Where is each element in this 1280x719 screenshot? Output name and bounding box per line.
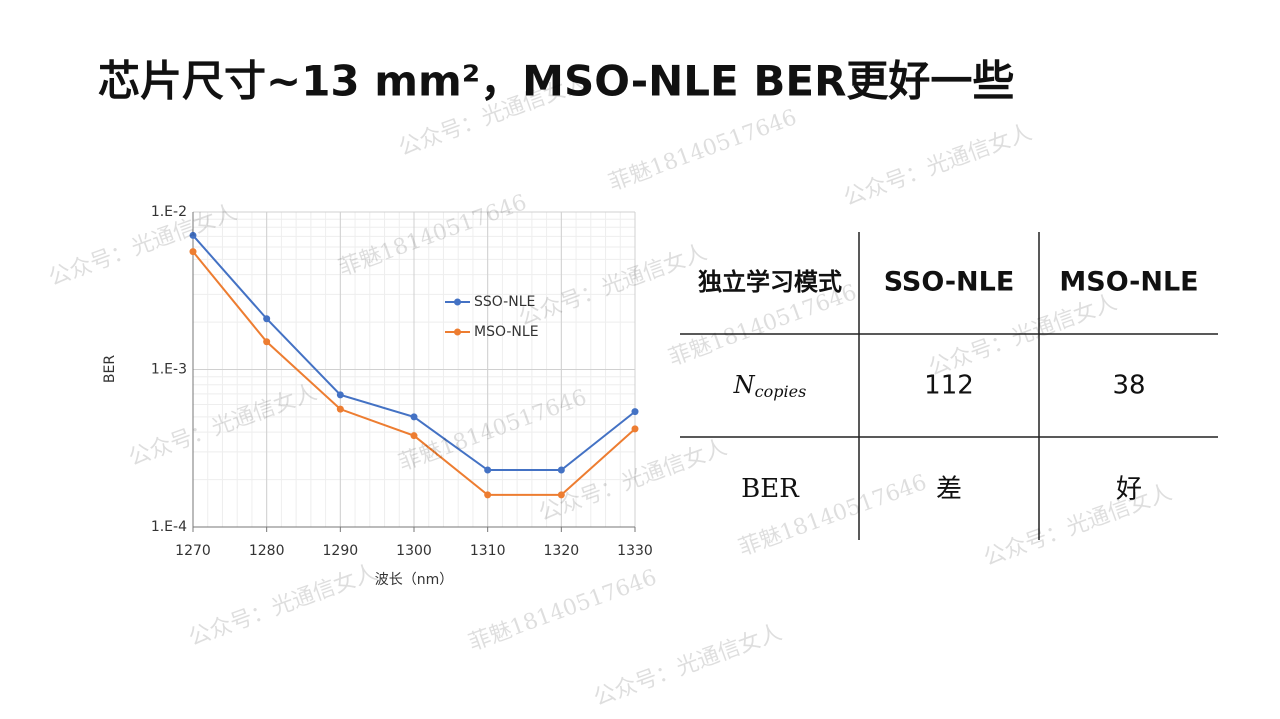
data-point [410,432,418,440]
slide-title: 芯片尺寸~13 mm²，MSO-NLE BER更好一些 [98,57,1014,106]
data-point [484,491,492,499]
table-cell: 112 [924,371,974,401]
x-tick-label: 1270 [175,543,211,559]
table-header: 独立学习模式 [698,268,842,296]
table-cell: Ncopies [733,371,807,401]
data-point [557,466,565,474]
x-tick-label: 1320 [544,543,580,559]
watermark: 公众号：光通信女人 [46,200,241,291]
data-point [263,315,271,323]
table-cell: 好 [1116,475,1142,505]
watermark: 公众号：光通信女人 [536,435,731,526]
data-point [557,491,565,499]
watermark: 公众号：光通信女人 [841,120,1036,211]
data-point [336,391,344,399]
data-point [410,413,418,421]
data-point [484,466,492,474]
x-tick-label: 1280 [249,543,285,559]
x-tick-label: 1330 [617,543,653,559]
y-tick-label: 1.E-2 [151,204,187,220]
table-cell: BER [741,474,800,504]
watermark: 公众号：光通信女人 [516,240,711,331]
chart: 1.E-4 1.E-3 1.E-2 1270 1280 1290 1300 1310 1320 1… [102,204,653,588]
data-point [631,408,639,416]
watermark: 公众号：光通信女人 [926,290,1121,381]
watermark: 菲魅18140517646 [336,190,531,281]
data-point [263,338,271,346]
legend-label: SSO-NLE [474,294,535,310]
x-tick-label: 1310 [470,543,506,559]
table-cell: 差 [936,475,962,505]
y-tick-label: 1.E-4 [151,519,187,535]
watermark: 菲魅18140517646 [606,105,801,196]
table-cell: 38 [1112,371,1145,401]
table-header: MSO-NLE [1059,267,1198,298]
watermark: 菲魅18140517646 [466,565,661,656]
data-point [189,248,197,256]
table: 独立学习模式 SSO-NLE MSO-NLE Ncopies 112 38 BER 差 好 [680,232,1218,540]
watermark: 公众号：光通信女人 [186,560,381,651]
legend-label: MSO-NLE [474,324,539,340]
y-tick-label: 1.E-3 [151,362,187,378]
watermark: 公众号：光通信女人 [981,480,1176,571]
cell-subscript: copies [755,382,807,401]
y-axis-title: BER [102,355,118,383]
data-point [189,231,197,239]
watermarks: 公众号：光通信女人 菲魅18140517646 公众号：光通信女人公众号：光通信女人… [46,70,1176,711]
data-point [631,425,639,433]
watermark: 公众号：光通信女人 [591,620,786,711]
x-tick-label: 1300 [396,543,432,559]
data-point [336,405,344,413]
table-header: SSO-NLE [884,267,1015,298]
legend-marker [454,298,461,306]
cell-base: N [733,371,756,399]
x-axis-title: 波长（nm） [375,572,454,588]
x-tick-label: 1290 [323,543,359,559]
legend-marker [454,328,461,336]
